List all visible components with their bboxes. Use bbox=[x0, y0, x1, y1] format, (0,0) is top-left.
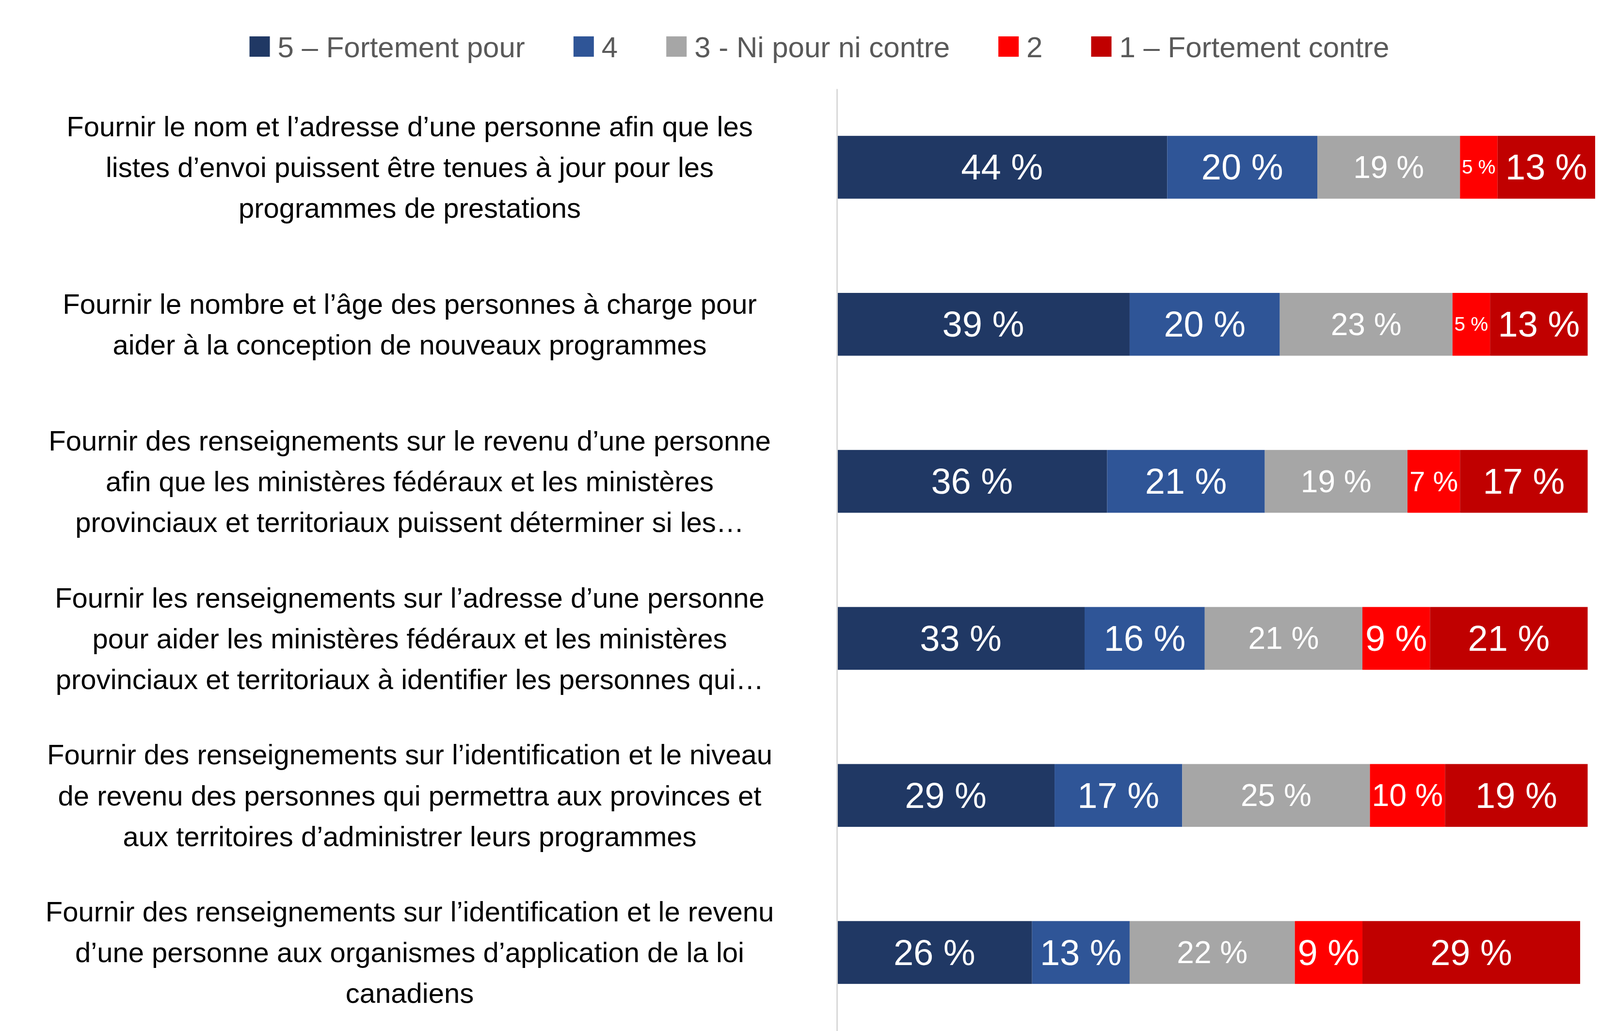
axis-line bbox=[836, 89, 838, 1031]
bar-segment bbox=[1407, 449, 1460, 513]
bar-segment bbox=[1295, 920, 1363, 984]
data-label: 21 % bbox=[1468, 618, 1551, 659]
legend-swatch bbox=[998, 36, 1019, 57]
data-label: 33 % bbox=[919, 618, 1002, 659]
data-label: 29 % bbox=[1430, 932, 1513, 973]
bar-segment bbox=[836, 763, 1055, 827]
bar-segment bbox=[836, 449, 1107, 513]
legend-item: 3 - Ni pour ni contre bbox=[666, 31, 950, 64]
legend-label: 2 bbox=[1026, 31, 1043, 64]
bar-segment bbox=[1452, 292, 1490, 356]
data-label: 29 % bbox=[904, 775, 987, 816]
legend-item: 5 – Fortement pour bbox=[249, 31, 526, 64]
category-axis bbox=[836, 89, 838, 1031]
data-label: 19 % bbox=[1475, 775, 1558, 816]
bar-segment bbox=[1362, 920, 1581, 984]
bar-segment bbox=[1106, 449, 1265, 513]
bar-segment bbox=[1084, 607, 1205, 671]
legend-item: 2 bbox=[998, 31, 1043, 64]
data-label: 19 % bbox=[1353, 149, 1424, 185]
data-label: 9 % bbox=[1297, 932, 1360, 973]
bar-segment bbox=[1204, 607, 1363, 671]
bar-segment bbox=[1444, 763, 1588, 827]
legend-swatch bbox=[1090, 36, 1112, 57]
bar-segment bbox=[1032, 920, 1130, 984]
bar-segment bbox=[836, 135, 1168, 199]
bar-segment bbox=[1129, 920, 1296, 984]
chart: 44 %39 %36 %33 %29 %26 %20 %20 %21 %16 %… bbox=[0, 0, 1600, 1031]
data-label: 36 % bbox=[930, 461, 1013, 502]
bars bbox=[836, 135, 1596, 984]
data-label: 5 % bbox=[1454, 313, 1488, 336]
data-label: 9 % bbox=[1365, 618, 1428, 659]
category-label: Fournir le nombre et l’âge des personnes… bbox=[62, 288, 757, 361]
category-label: Fournir le nom et l’adresse d’une person… bbox=[66, 110, 753, 224]
bar-segment bbox=[1264, 449, 1408, 513]
legend: 5 – Fortement pour 4 3 - Ni pour ni contre… bbox=[249, 31, 1390, 64]
data-labels: 44 % 39 % 36 % 33 % 29 % 26 % 20 % 20 % 21 % 16 %… bbox=[893, 146, 1588, 973]
data-label: 13 % bbox=[1040, 932, 1122, 973]
bar-segment bbox=[1280, 292, 1453, 356]
data-label: 16 % bbox=[1104, 618, 1186, 659]
data-label: 21 % bbox=[1248, 620, 1319, 656]
data-label: 22 % bbox=[1176, 934, 1248, 970]
bar-segment bbox=[1459, 449, 1588, 513]
data-label: 26 % bbox=[893, 932, 976, 973]
legend-swatch bbox=[573, 36, 594, 57]
bar-segment bbox=[1429, 607, 1588, 671]
data-label: 13 % bbox=[1505, 146, 1588, 188]
bar-segment bbox=[836, 920, 1033, 984]
data-label: 21 % bbox=[1145, 461, 1228, 502]
bar-segment bbox=[1129, 292, 1280, 356]
bar-segment bbox=[1489, 292, 1588, 356]
category-labels: Fournir le nom et l’adresse d’une person… bbox=[45, 110, 774, 1009]
data-label: 20 % bbox=[1201, 146, 1284, 188]
legend-label: 3 - Ni pour ni contre bbox=[694, 31, 950, 64]
data-label: 19 % bbox=[1300, 464, 1372, 499]
data-label: 25 % bbox=[1240, 777, 1312, 813]
data-label: 17 % bbox=[1077, 775, 1160, 816]
bar-segment bbox=[1369, 763, 1445, 827]
data-label: 5 % bbox=[1461, 156, 1496, 178]
bar-segment bbox=[836, 292, 1130, 356]
legend-swatch bbox=[249, 36, 271, 57]
data-label: 10 % bbox=[1371, 777, 1443, 813]
bar-segment bbox=[1317, 135, 1460, 199]
data-label: 44 % bbox=[960, 146, 1043, 188]
data-label: 39 % bbox=[942, 304, 1025, 345]
bar-segment bbox=[1362, 607, 1430, 671]
legend-label: 5 – Fortement pour bbox=[277, 31, 526, 64]
legend-swatch bbox=[666, 36, 687, 57]
data-label: 23 % bbox=[1330, 306, 1402, 342]
category-label: Fournir des renseignements sur l’identif… bbox=[47, 738, 773, 852]
bar-segment bbox=[1497, 135, 1596, 199]
category-label: Fournir des renseignements sur le revenu… bbox=[48, 424, 771, 538]
legend-item: 1 – Fortement contre bbox=[1090, 31, 1390, 64]
legend-label: 4 bbox=[601, 31, 618, 64]
data-label: 13 % bbox=[1498, 304, 1581, 345]
legend-label: 1 – Fortement contre bbox=[1119, 31, 1390, 64]
bar-segment bbox=[1167, 135, 1318, 199]
legend-item: 4 bbox=[573, 31, 618, 64]
data-label: 17 % bbox=[1483, 461, 1566, 502]
bar-segment bbox=[1182, 763, 1370, 827]
bar-segment bbox=[836, 607, 1085, 671]
data-label: 7 % bbox=[1409, 465, 1458, 497]
bar-segment bbox=[1054, 763, 1183, 827]
category-label: Fournir les renseignements sur l’adresse… bbox=[54, 581, 765, 695]
bar-segment bbox=[1459, 135, 1498, 199]
category-label: Fournir des renseignements sur l’identif… bbox=[45, 895, 774, 1009]
data-label: 20 % bbox=[1163, 304, 1246, 345]
